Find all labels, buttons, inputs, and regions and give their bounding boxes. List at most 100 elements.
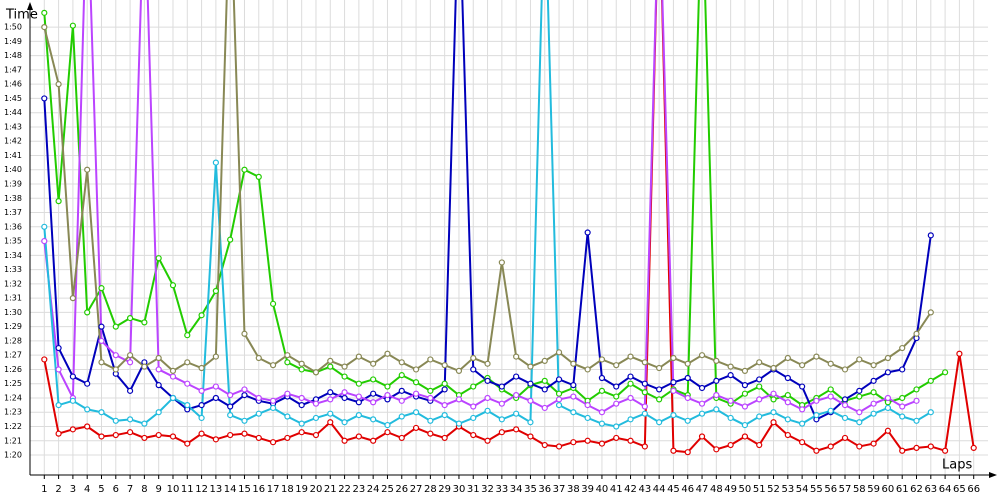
lap-point [84,380,91,387]
lap-point [741,390,749,397]
lap-point [441,362,448,369]
lap-point [370,390,377,397]
lap-point [327,410,334,417]
lap-point [98,323,105,330]
x-tick-label: 36 [538,484,551,495]
lap-point [327,389,334,396]
lap-point [427,430,434,437]
lap-point [870,377,877,384]
y-tick-label: 1:35 [4,237,22,246]
y-tick-label: 1:50 [4,23,22,32]
lap-point [841,366,849,373]
lap-point [670,447,677,454]
x-tick-label: 51 [753,484,766,495]
x-tick-label: 4 [84,484,90,495]
lap-point [541,404,548,412]
lap-point [884,394,892,402]
lap-point [756,376,763,383]
lap-point [355,399,362,406]
x-tick-label: 14 [224,484,237,495]
lap-point [255,354,262,362]
lap-point [870,440,877,447]
lap-point [827,393,834,400]
lap-point [398,387,405,394]
lap-point [784,399,791,406]
lap-point [298,402,305,409]
lap-point [341,373,348,380]
lap-point [112,323,119,330]
lap-point [856,443,863,450]
y-tick-label: 1:21 [4,436,22,445]
lap-point [841,434,849,442]
x-tick-label: 57 [839,484,852,495]
lap-point [784,416,791,423]
lap-point [684,449,691,456]
lap-point [527,363,534,370]
y-tick-label: 1:38 [4,194,22,203]
lap-point [799,362,806,369]
lap-point [255,434,262,442]
lap-point [927,309,934,316]
lap-point [784,374,791,382]
y-tick-label: 1:41 [4,151,22,160]
lap-point [312,400,320,407]
x-tick-label: 56 [824,484,837,495]
lap-point [227,236,234,243]
series-line [43,0,917,414]
lap-point [212,353,219,360]
lap-point [713,357,720,364]
lap-point [126,352,134,359]
lap-point [570,382,577,389]
lap-point [770,419,777,426]
lap-point [155,354,162,362]
x-tick-label: 52 [767,484,780,495]
x-tick-label: 35 [524,484,537,495]
lap-point [670,411,677,419]
lap-point [942,447,949,454]
x-tick-label: 62 [910,484,923,495]
y-tick-label: 1:49 [4,37,22,46]
lap-point [298,429,305,436]
lap-point [255,410,262,417]
lap-point [470,354,477,362]
lap-point [813,397,820,404]
x-tick-label: 13 [210,484,223,495]
lap-point [327,396,334,403]
lap-point [498,400,505,407]
lap-point [541,377,548,384]
x-tick-label: 46 [681,484,694,495]
lap-point [584,437,591,444]
lap-point [312,414,320,422]
lap-point [584,402,591,409]
lap-point [870,410,877,417]
lap-point [627,394,634,402]
lap-point [713,406,720,413]
lap-point [241,430,248,437]
lap-point [241,166,248,173]
x-tick-label: 10 [167,484,180,495]
lap-point [355,353,362,360]
lap-point [198,402,205,409]
x-tick-label: 7 [127,484,133,495]
lap-point [698,384,706,392]
y-tick-label: 1:27 [4,351,22,360]
x-tick-label: 41 [610,484,623,495]
lap-point [970,444,977,451]
x-tick-label: 54 [796,484,809,495]
lap-point [799,406,806,413]
lap-point [555,402,563,409]
y-tick-label: 1:44 [4,108,22,117]
lap-point [899,366,906,373]
lap-point [470,403,477,410]
lap-point [198,312,205,319]
lap-point [398,359,405,366]
series-line [43,0,946,407]
lap-point [126,387,134,394]
lap-point [627,416,634,423]
lap-point [770,409,777,416]
x-tick-label: 44 [653,484,666,495]
lap-point [884,354,892,362]
lap-point [513,426,520,433]
lap-point [841,396,849,403]
lap-point [513,373,520,380]
